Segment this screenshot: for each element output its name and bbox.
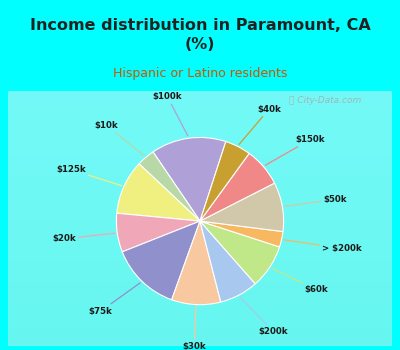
- Wedge shape: [116, 213, 200, 252]
- Wedge shape: [122, 221, 200, 300]
- Wedge shape: [172, 221, 221, 305]
- Text: $75k: $75k: [89, 283, 140, 316]
- Wedge shape: [200, 183, 284, 232]
- Text: $60k: $60k: [272, 268, 328, 294]
- Text: $50k: $50k: [285, 195, 347, 206]
- Wedge shape: [200, 153, 274, 221]
- Text: $40k: $40k: [239, 105, 281, 145]
- Text: $200k: $200k: [240, 297, 288, 336]
- Text: $150k: $150k: [265, 135, 325, 165]
- Wedge shape: [200, 221, 255, 302]
- Text: $30k: $30k: [182, 307, 206, 350]
- Wedge shape: [200, 221, 280, 284]
- Wedge shape: [200, 141, 249, 221]
- Text: $100k: $100k: [153, 92, 188, 136]
- Text: Hispanic or Latino residents: Hispanic or Latino residents: [113, 67, 287, 80]
- Wedge shape: [153, 138, 226, 221]
- Wedge shape: [139, 152, 200, 221]
- Text: $10k: $10k: [95, 121, 144, 156]
- Text: $125k: $125k: [56, 165, 122, 186]
- Text: > $200k: > $200k: [284, 240, 362, 253]
- Text: $20k: $20k: [52, 233, 115, 243]
- Wedge shape: [200, 221, 283, 247]
- Wedge shape: [117, 164, 200, 221]
- Text: Income distribution in Paramount, CA
(%): Income distribution in Paramount, CA (%): [30, 18, 370, 52]
- Text: ⓘ City-Data.com: ⓘ City-Data.com: [290, 96, 362, 105]
